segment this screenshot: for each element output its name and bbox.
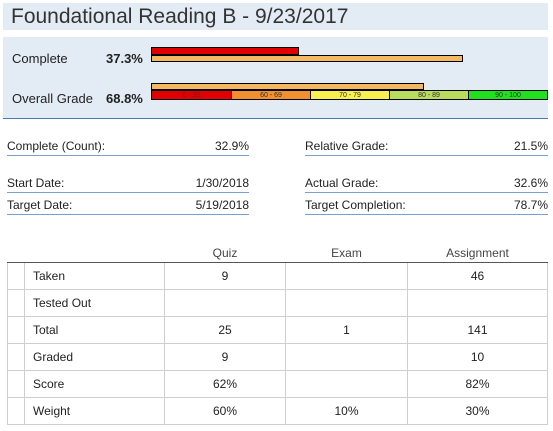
assessment-table: Quiz Exam Assignment Taken 9 46 Tested Out T… xyxy=(7,244,548,425)
actual-grade-value: 32.6% xyxy=(513,176,548,190)
row-spacer xyxy=(7,316,25,344)
divider xyxy=(3,118,548,119)
table-row: Total 25 1 141 xyxy=(7,316,548,344)
start-date-value: 1/30/2018 xyxy=(195,176,249,190)
complete-target-bar xyxy=(151,55,464,62)
table-cell xyxy=(285,370,408,398)
row-label: Total xyxy=(24,316,165,344)
table-row: Graded 9 10 xyxy=(7,343,548,371)
overall-grade-bar xyxy=(151,83,425,90)
complete-current-bar xyxy=(151,47,300,55)
table-cell: 46 xyxy=(407,262,548,290)
table-header-row: Quiz Exam Assignment xyxy=(7,244,548,263)
table-cell: 82% xyxy=(407,370,548,398)
grade-band: 90 - 100 xyxy=(468,91,547,99)
start-date-field: Start Date: 1/30/2018 xyxy=(7,176,249,193)
actual-grade-label: Actual Grade: xyxy=(305,176,379,190)
relative-grade-field: Relative Grade: 21.5% xyxy=(305,139,548,156)
table-row: Weight 60% 10% 30% xyxy=(7,397,548,425)
header-blank xyxy=(7,244,25,263)
grade-band: 70 - 79 xyxy=(310,91,389,99)
overall-grade-value: 68.8% xyxy=(106,91,143,106)
table-cell xyxy=(407,289,548,317)
table-cell: 9 xyxy=(164,343,286,371)
row-label: Tested Out xyxy=(24,289,165,317)
table-cell xyxy=(285,289,408,317)
table-cell: 1 xyxy=(285,316,408,344)
table-row: Score 62% 82% xyxy=(7,370,548,398)
row-spacer xyxy=(7,289,25,317)
complete-count-label: Complete (Count): xyxy=(7,139,106,153)
grade-band: 0 - 59 xyxy=(152,91,231,99)
row-spacer xyxy=(7,343,25,371)
grade-scale-bar: 0 - 59 60 - 69 70 - 79 80 - 89 90 - 100 xyxy=(151,90,548,100)
row-label: Weight xyxy=(24,397,165,425)
actual-grade-field: Actual Grade: 32.6% xyxy=(305,176,548,193)
row-label: Graded xyxy=(24,343,165,371)
row-spacer xyxy=(7,370,25,398)
target-completion-label: Target Completion: xyxy=(305,198,406,212)
overall-grade-label: Overall Grade xyxy=(12,91,93,106)
target-completion-value: 78.7% xyxy=(513,198,548,212)
complete-value: 37.3% xyxy=(106,51,143,66)
table-row: Taken 9 46 xyxy=(7,262,548,290)
start-date-label: Start Date: xyxy=(7,176,65,190)
table-cell: 62% xyxy=(164,370,286,398)
table-cell xyxy=(285,343,408,371)
complete-label: Complete xyxy=(12,51,68,66)
row-label: Score xyxy=(24,370,165,398)
table-cell: 25 xyxy=(164,316,286,344)
header-exam: Exam xyxy=(285,244,408,263)
table-cell: 141 xyxy=(407,316,548,344)
table-cell: 60% xyxy=(164,397,286,425)
grade-band: 80 - 89 xyxy=(389,91,468,99)
header-assignment: Assignment xyxy=(407,244,548,263)
row-label: Taken xyxy=(24,262,165,290)
relative-grade-label: Relative Grade: xyxy=(305,139,389,153)
table-row: Tested Out xyxy=(7,289,548,317)
header-label xyxy=(24,244,165,263)
target-date-label: Target Date: xyxy=(7,198,73,212)
progress-panel: Complete 37.3% Overall Grade 68.8% 0 - 5… xyxy=(3,37,548,118)
row-spacer xyxy=(7,262,25,290)
target-date-value: 5/19/2018 xyxy=(195,198,249,212)
complete-count-field: Complete (Count): 32.9% xyxy=(7,139,249,156)
table-cell xyxy=(285,262,408,290)
target-completion-field: Target Completion: 78.7% xyxy=(305,198,548,215)
header-quiz: Quiz xyxy=(164,244,286,263)
relative-grade-value: 21.5% xyxy=(513,139,548,153)
table-cell: 10 xyxy=(407,343,548,371)
page-title: Foundational Reading B - 9/23/2017 xyxy=(3,3,548,30)
table-cell: 9 xyxy=(164,262,286,290)
table-cell: 10% xyxy=(285,397,408,425)
target-date-field: Target Date: 5/19/2018 xyxy=(7,198,249,215)
complete-count-value: 32.9% xyxy=(214,139,249,153)
table-cell xyxy=(164,289,286,317)
row-spacer xyxy=(7,397,25,425)
grade-band: 60 - 69 xyxy=(231,91,310,99)
table-cell: 30% xyxy=(407,397,548,425)
